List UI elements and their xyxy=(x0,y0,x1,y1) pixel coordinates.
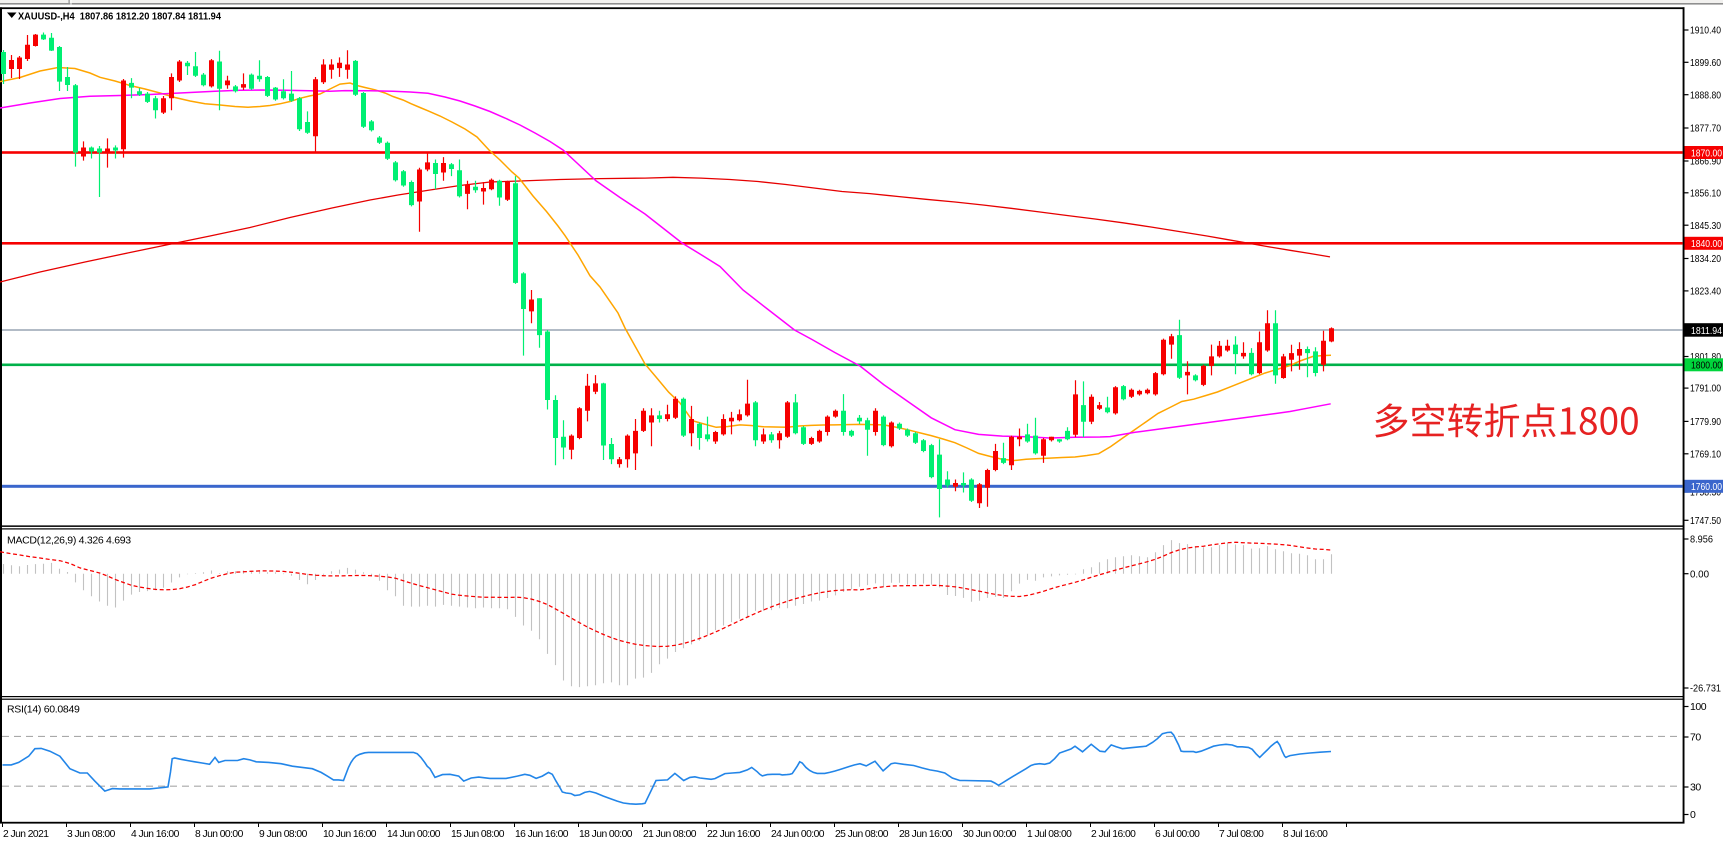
svg-text:XAUUSD-,H4 1807.86 1812.20 18: XAUUSD-,H4 1807.86 1812.20 1807.84 1811.… xyxy=(18,11,221,23)
svg-text:30: 30 xyxy=(1690,782,1701,794)
svg-text:1769.10: 1769.10 xyxy=(1690,448,1721,460)
svg-text:1800.00: 1800.00 xyxy=(1691,360,1722,372)
svg-text:1899.60: 1899.60 xyxy=(1690,57,1721,69)
svg-text:1811.94: 1811.94 xyxy=(1691,325,1722,337)
svg-text:1779.90: 1779.90 xyxy=(1690,416,1721,428)
svg-text:9 Jun 08:00: 9 Jun 08:00 xyxy=(259,829,308,840)
svg-text:-26.731: -26.731 xyxy=(1690,683,1721,695)
svg-text:1823.40: 1823.40 xyxy=(1690,286,1721,298)
svg-text:28 Jun 16:00: 28 Jun 16:00 xyxy=(899,829,953,840)
svg-text:1870.00: 1870.00 xyxy=(1691,147,1722,159)
svg-text:100: 100 xyxy=(1690,701,1707,713)
svg-text:1840.00: 1840.00 xyxy=(1691,238,1722,250)
svg-text:14 Jun 00:00: 14 Jun 00:00 xyxy=(387,829,441,840)
svg-text:1856.10: 1856.10 xyxy=(1690,187,1721,199)
svg-text:1877.70: 1877.70 xyxy=(1690,123,1721,135)
svg-text:6 Jul 00:00: 6 Jul 00:00 xyxy=(1155,829,1200,840)
svg-text:21 Jun 08:00: 21 Jun 08:00 xyxy=(643,829,697,840)
svg-text:15 Jun 08:00: 15 Jun 08:00 xyxy=(451,829,505,840)
svg-text:7 Jul 08:00: 7 Jul 08:00 xyxy=(1219,829,1264,840)
svg-text:4 Jun 16:00: 4 Jun 16:00 xyxy=(131,829,180,840)
svg-text:1845.30: 1845.30 xyxy=(1690,220,1721,232)
svg-text:0: 0 xyxy=(1690,809,1696,821)
svg-text:2 Jul 16:00: 2 Jul 16:00 xyxy=(1091,829,1136,840)
svg-text:25 Jun 08:00: 25 Jun 08:00 xyxy=(835,829,889,840)
svg-text:3 Jun 08:00: 3 Jun 08:00 xyxy=(67,829,116,840)
svg-text:70: 70 xyxy=(1690,732,1701,744)
svg-text:2 Jun 2021: 2 Jun 2021 xyxy=(3,829,49,840)
svg-text:1 Jul 08:00: 1 Jul 08:00 xyxy=(1027,829,1072,840)
svg-text:18 Jun 00:00: 18 Jun 00:00 xyxy=(579,829,633,840)
svg-text:30 Jun 00:00: 30 Jun 00:00 xyxy=(963,829,1017,840)
svg-text:22 Jun 16:00: 22 Jun 16:00 xyxy=(707,829,761,840)
svg-text:24 Jun 00:00: 24 Jun 00:00 xyxy=(771,829,825,840)
svg-text:1760.00: 1760.00 xyxy=(1691,481,1722,493)
svg-text:MACD(12,26,9) 4.326 4.693: MACD(12,26,9) 4.326 4.693 xyxy=(7,535,131,547)
svg-text:1910.40: 1910.40 xyxy=(1690,25,1721,37)
svg-text:RSI(14) 60.0849: RSI(14) 60.0849 xyxy=(7,704,80,716)
svg-text:16 Jun 16:00: 16 Jun 16:00 xyxy=(515,829,569,840)
svg-text:8 Jun 00:00: 8 Jun 00:00 xyxy=(195,829,244,840)
svg-text:0.00: 0.00 xyxy=(1690,568,1709,580)
svg-text:8 Jul 16:00: 8 Jul 16:00 xyxy=(1283,829,1328,840)
svg-text:1747.50: 1747.50 xyxy=(1690,515,1721,527)
svg-text:1888.80: 1888.80 xyxy=(1690,89,1721,101)
svg-text:1834.20: 1834.20 xyxy=(1690,253,1721,265)
svg-text:8.956: 8.956 xyxy=(1690,534,1713,546)
svg-text:1791.00: 1791.00 xyxy=(1690,383,1721,395)
svg-text:10 Jun 16:00: 10 Jun 16:00 xyxy=(323,829,377,840)
